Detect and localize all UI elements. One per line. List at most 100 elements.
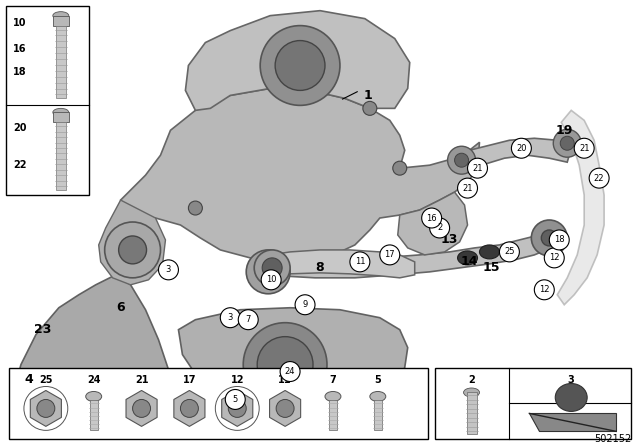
Circle shape <box>257 261 279 283</box>
Circle shape <box>118 236 147 264</box>
Ellipse shape <box>325 392 341 401</box>
Text: 9: 9 <box>303 300 308 309</box>
Text: 24: 24 <box>285 367 295 376</box>
Text: 21: 21 <box>462 184 473 193</box>
Text: 16: 16 <box>13 43 26 54</box>
Ellipse shape <box>556 383 587 411</box>
Text: 21: 21 <box>135 375 148 384</box>
Circle shape <box>188 201 202 215</box>
Polygon shape <box>179 308 408 401</box>
Text: 13: 13 <box>441 233 458 246</box>
Bar <box>53 112 68 122</box>
Text: 16: 16 <box>426 214 437 223</box>
Polygon shape <box>529 414 616 431</box>
Circle shape <box>180 400 198 418</box>
Circle shape <box>211 384 220 395</box>
Circle shape <box>261 270 281 290</box>
Text: 17: 17 <box>385 250 395 259</box>
Circle shape <box>260 26 340 105</box>
Circle shape <box>429 218 449 238</box>
Circle shape <box>531 220 567 256</box>
Text: 25: 25 <box>39 375 52 384</box>
Text: 3: 3 <box>166 265 171 274</box>
Ellipse shape <box>53 108 68 116</box>
Bar <box>329 401 337 431</box>
Circle shape <box>574 138 594 158</box>
Circle shape <box>243 323 327 406</box>
Text: 20: 20 <box>13 123 26 134</box>
Text: 5: 5 <box>232 395 238 404</box>
Text: 4: 4 <box>24 373 33 386</box>
Text: 19: 19 <box>556 124 573 137</box>
Circle shape <box>257 336 313 392</box>
Circle shape <box>363 101 377 115</box>
Circle shape <box>454 153 468 167</box>
Ellipse shape <box>463 388 479 397</box>
Text: 14: 14 <box>461 255 478 268</box>
Circle shape <box>499 242 520 262</box>
Circle shape <box>468 158 488 178</box>
Text: 2: 2 <box>468 375 475 384</box>
Circle shape <box>37 400 55 418</box>
Circle shape <box>350 252 370 272</box>
Circle shape <box>534 280 554 300</box>
Polygon shape <box>126 391 157 426</box>
Circle shape <box>390 373 400 383</box>
Polygon shape <box>174 391 205 426</box>
Text: 12: 12 <box>539 285 550 294</box>
Text: 24: 24 <box>87 375 100 384</box>
Polygon shape <box>454 138 572 170</box>
Polygon shape <box>260 228 554 278</box>
Text: 6: 6 <box>116 301 125 314</box>
Circle shape <box>393 161 407 175</box>
Circle shape <box>225 389 245 409</box>
Circle shape <box>254 250 290 286</box>
Circle shape <box>511 138 531 158</box>
Text: 10: 10 <box>266 276 276 284</box>
Ellipse shape <box>370 392 386 401</box>
Bar <box>6 6 89 195</box>
Circle shape <box>262 258 282 278</box>
Polygon shape <box>268 250 415 278</box>
Polygon shape <box>557 110 604 305</box>
Circle shape <box>228 400 246 418</box>
Text: 502152: 502152 <box>594 434 631 444</box>
Polygon shape <box>120 88 479 260</box>
Text: 2: 2 <box>437 224 442 233</box>
Polygon shape <box>397 192 468 255</box>
Circle shape <box>549 230 569 250</box>
Circle shape <box>447 146 476 174</box>
Polygon shape <box>99 200 166 285</box>
Text: 3: 3 <box>568 375 575 384</box>
Polygon shape <box>13 275 179 437</box>
Circle shape <box>458 178 477 198</box>
Text: 12: 12 <box>230 375 244 384</box>
Bar <box>435 367 631 439</box>
Text: 22: 22 <box>13 160 26 170</box>
Text: 7: 7 <box>246 315 251 324</box>
Circle shape <box>310 395 320 405</box>
Circle shape <box>280 362 300 382</box>
Text: 25: 25 <box>504 247 515 256</box>
Bar <box>374 401 382 431</box>
Text: 15: 15 <box>483 261 500 274</box>
Text: 11: 11 <box>278 375 292 384</box>
Bar <box>53 16 68 26</box>
Circle shape <box>380 245 400 265</box>
Text: 10: 10 <box>13 17 26 28</box>
Ellipse shape <box>86 392 102 401</box>
Text: 7: 7 <box>330 375 337 384</box>
Text: 11: 11 <box>355 258 365 267</box>
Circle shape <box>541 230 557 246</box>
Circle shape <box>246 250 290 294</box>
Ellipse shape <box>479 245 499 259</box>
Text: 17: 17 <box>182 375 196 384</box>
Circle shape <box>250 395 260 405</box>
Circle shape <box>295 295 315 314</box>
Text: 23: 23 <box>34 323 52 336</box>
Polygon shape <box>30 391 61 426</box>
Text: 18: 18 <box>554 236 564 245</box>
Bar <box>467 392 477 435</box>
Text: 20: 20 <box>516 144 527 153</box>
Circle shape <box>560 136 574 150</box>
